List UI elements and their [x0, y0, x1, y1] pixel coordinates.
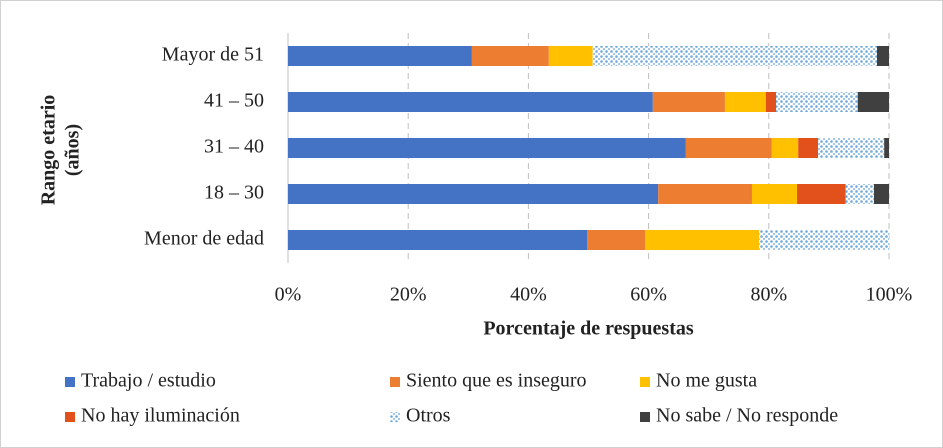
y-axis-title: Rango etario [38, 95, 60, 206]
bar-segment [873, 184, 889, 204]
bar-segment [288, 230, 588, 250]
bar-segment [471, 46, 549, 66]
legend-label: Trabajo / estudio [81, 370, 216, 392]
legend-label: Otros [406, 405, 451, 427]
bar-segment [592, 46, 877, 66]
y-tick-label: Menor de edad [144, 228, 264, 250]
legend-swatch [65, 377, 75, 387]
legend-swatch [640, 377, 650, 387]
y-tick-label: Mayor de 51 [162, 44, 264, 66]
bar-segment [818, 138, 885, 158]
legend-label: No hay iluminación [81, 405, 240, 427]
bar-segment [884, 138, 889, 158]
bar-segment [685, 138, 772, 158]
legend-label: Siento que es inseguro [406, 370, 587, 392]
bar-segment [587, 230, 645, 250]
bar-segment [288, 92, 653, 112]
bar-segment [724, 92, 766, 112]
legend-label: No me gusta [656, 370, 757, 392]
bar-segment [288, 184, 659, 204]
bar-segment [765, 92, 777, 112]
x-axis-title: Porcentaje de respuestas [483, 318, 694, 340]
y-axis-title: (años) [62, 124, 84, 176]
y-tick-label: 18 – 30 [204, 182, 264, 204]
bar-segment [759, 230, 889, 250]
legend-swatch [65, 412, 75, 422]
bar-segment [776, 92, 858, 112]
bar-segment [288, 46, 472, 66]
legend-swatch [390, 377, 400, 387]
legend-swatch [390, 412, 400, 422]
bar-segment [876, 46, 889, 66]
x-tick-label: 100% [866, 284, 913, 306]
bar-segment [288, 138, 686, 158]
bar-segment [751, 184, 798, 204]
x-tick-label: 0% [275, 284, 302, 306]
x-tick-label: 40% [510, 284, 547, 306]
bar-segment [845, 184, 874, 204]
bar-segment [644, 230, 760, 250]
bar-segment [797, 184, 846, 204]
bar-segment [548, 46, 593, 66]
y-tick-label: 41 – 50 [204, 90, 264, 112]
x-tick-label: 80% [750, 284, 787, 306]
bar-segment [771, 138, 799, 158]
x-tick-label: 60% [630, 284, 667, 306]
bar-segment [798, 138, 819, 158]
x-tick-label: 20% [390, 284, 427, 306]
bar-segment [652, 92, 725, 112]
legend-label: No sabe / No responde [656, 405, 838, 427]
bar-segment [857, 92, 889, 112]
bar-segment [658, 184, 752, 204]
legend-swatch [640, 412, 650, 422]
y-tick-label: 31 – 40 [204, 136, 264, 158]
